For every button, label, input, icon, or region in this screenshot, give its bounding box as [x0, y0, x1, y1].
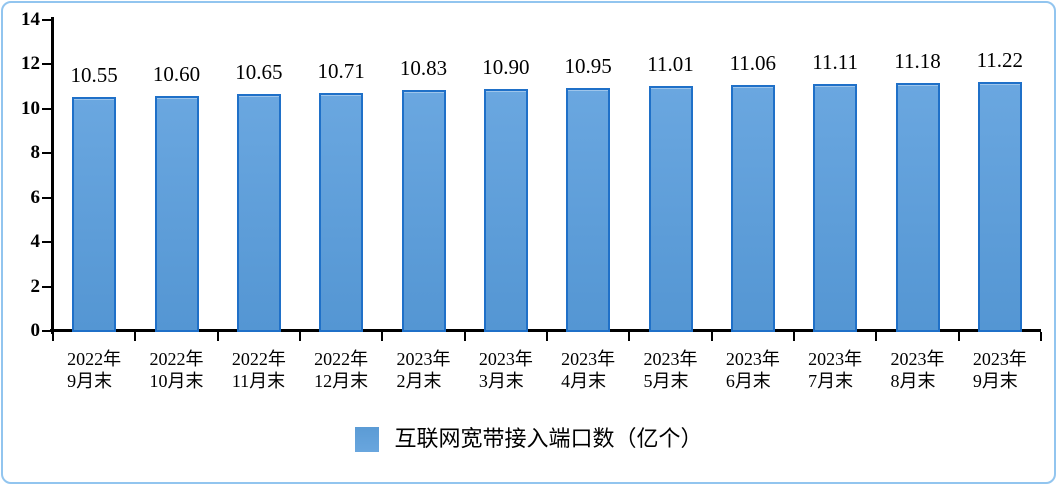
bar [813, 84, 858, 332]
bar-value-label: 10.90 [482, 54, 530, 79]
x-axis-tick [710, 332, 713, 341]
y-axis-tick [42, 330, 51, 332]
bar-value-label: 10.83 [399, 56, 448, 81]
x-axis-category-label-text: 2023年 3月末 [478, 349, 533, 391]
x-axis-category-label-text: 2023年 8月末 [890, 349, 945, 391]
x-axis-category-label-text: 2023年 6月末 [725, 349, 780, 391]
bar [154, 95, 199, 332]
bar [72, 96, 117, 332]
bar [977, 81, 1022, 332]
x-axis-tick [216, 332, 219, 341]
x-axis-tick [957, 332, 960, 341]
x-axis-tick [134, 332, 137, 341]
x-axis-tick [1040, 332, 1042, 341]
x-axis-category-label: 2022年 9月末 [53, 348, 135, 392]
bar [319, 93, 364, 332]
bar [236, 94, 281, 332]
bar [895, 82, 940, 332]
y-axis-tick [42, 63, 51, 66]
x-axis-category-label: 2023年 7月末 [794, 348, 876, 392]
x-axis-category-label: 2023年 2月末 [382, 348, 464, 392]
x-axis-tick [299, 332, 301, 341]
y-axis-tick-label: 0 [30, 320, 41, 341]
bar [648, 86, 693, 332]
x-axis-category-label-text: 2023年 2月末 [396, 349, 451, 391]
bar-value-label: 10.95 [564, 53, 612, 78]
bar-value-label: 10.60 [152, 61, 201, 86]
x-axis-tick [793, 332, 795, 341]
bar-value-label: 11.11 [812, 50, 858, 75]
x-axis-category-label: 2023年 5月末 [629, 348, 711, 392]
x-axis-tick [52, 332, 54, 341]
x-axis-category-label-text: 2022年 11月末 [231, 349, 286, 391]
y-axis-tick [42, 19, 51, 21]
legend: 互联网宽带接入端口数（亿个） [0, 423, 1058, 455]
y-axis-tick-label: 2 [30, 275, 41, 297]
x-axis-tick [546, 332, 548, 341]
bar-value-label: 10.71 [317, 59, 365, 84]
x-axis-category-label: 2023年 6月末 [712, 348, 794, 392]
x-axis-category-label-text: 2022年 9月末 [67, 349, 122, 391]
bar-value-label: 10.65 [235, 60, 283, 85]
x-axis-category-label: 2023年 8月末 [876, 348, 958, 392]
bar-value-label: 11.18 [894, 48, 941, 73]
legend-label: 互联网宽带接入端口数（亿个） [394, 426, 703, 451]
x-axis-tick [381, 332, 384, 341]
y-axis-tick-label: 14 [21, 9, 40, 30]
y-axis-tick-label: 6 [30, 186, 41, 208]
bar [730, 85, 775, 332]
bar-value-label: 10.55 [70, 62, 118, 87]
x-axis-category-label: 2022年 11月末 [218, 348, 300, 392]
y-axis-tick [42, 152, 51, 155]
y-axis-tick-label: 12 [21, 53, 40, 75]
x-axis-category-label-text: 2023年 7月末 [808, 349, 863, 391]
y-axis-tick-label: 10 [21, 97, 40, 119]
y-axis-tick [42, 107, 51, 110]
x-axis-category-label-text: 2022年 12月末 [314, 349, 369, 391]
x-axis-category-label-text: 2023年 5月末 [643, 349, 698, 391]
x-axis-category-label: 2023年 9月末 [959, 348, 1041, 392]
y-axis-tick-label: 8 [30, 142, 41, 164]
y-axis-tick-label: 4 [30, 231, 41, 253]
legend-swatch-icon [355, 426, 380, 452]
x-axis-category-label: 2022年 10月末 [135, 348, 217, 392]
y-axis-tick [42, 196, 51, 199]
y-axis-line [51, 17, 54, 334]
x-axis-category-label-text: 2022年 10月末 [149, 349, 204, 391]
x-axis-category-label-text: 2023年 4月末 [561, 349, 616, 391]
bar-value-label: 11.22 [976, 47, 1024, 72]
x-axis-line [50, 329, 1041, 332]
x-axis-category-label: 2023年 3月末 [465, 348, 547, 392]
x-axis-category-label-text: 2023年 9月末 [972, 349, 1027, 391]
x-axis-tick [463, 332, 466, 341]
x-axis-tick [628, 332, 631, 341]
x-axis-tick [875, 332, 878, 341]
y-axis-tick [42, 285, 51, 288]
bar [483, 88, 528, 332]
bar-value-label: 11.06 [729, 51, 777, 76]
bar-value-label: 11.01 [647, 52, 694, 77]
x-axis-category-label: 2022年 12月末 [300, 348, 382, 392]
bar [401, 90, 446, 332]
x-axis-category-label: 2023年 4月末 [547, 348, 629, 392]
bar [566, 87, 611, 332]
y-axis-tick [42, 241, 51, 244]
